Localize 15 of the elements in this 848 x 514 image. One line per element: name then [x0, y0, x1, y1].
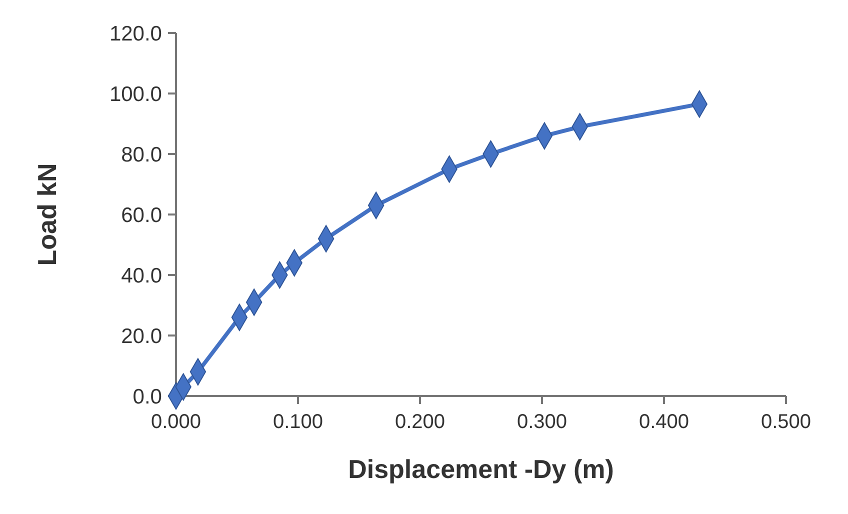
x-tick-label: 0.400 — [638, 411, 690, 433]
y-tick-label: 80.0 — [121, 143, 162, 166]
y-tick-label: 0.0 — [132, 385, 162, 408]
x-axis-title: Displacement -Dy (m) — [348, 454, 614, 484]
y-tick-label: 100.0 — [109, 82, 162, 106]
x-tick-label: 0.000 — [150, 411, 202, 433]
x-tick-label: 0.100 — [272, 411, 324, 433]
y-axis-title: Load kN — [32, 163, 62, 266]
x-tick-label: 0.500 — [760, 411, 812, 433]
y-tick-label: 120.0 — [109, 22, 162, 46]
y-tick-label: 40.0 — [121, 264, 162, 288]
x-tick-label: 0.300 — [516, 411, 568, 433]
y-tick-label: 60.0 — [121, 204, 162, 227]
y-tick-label: 20.0 — [121, 324, 162, 348]
x-tick-label: 0.200 — [394, 411, 446, 433]
